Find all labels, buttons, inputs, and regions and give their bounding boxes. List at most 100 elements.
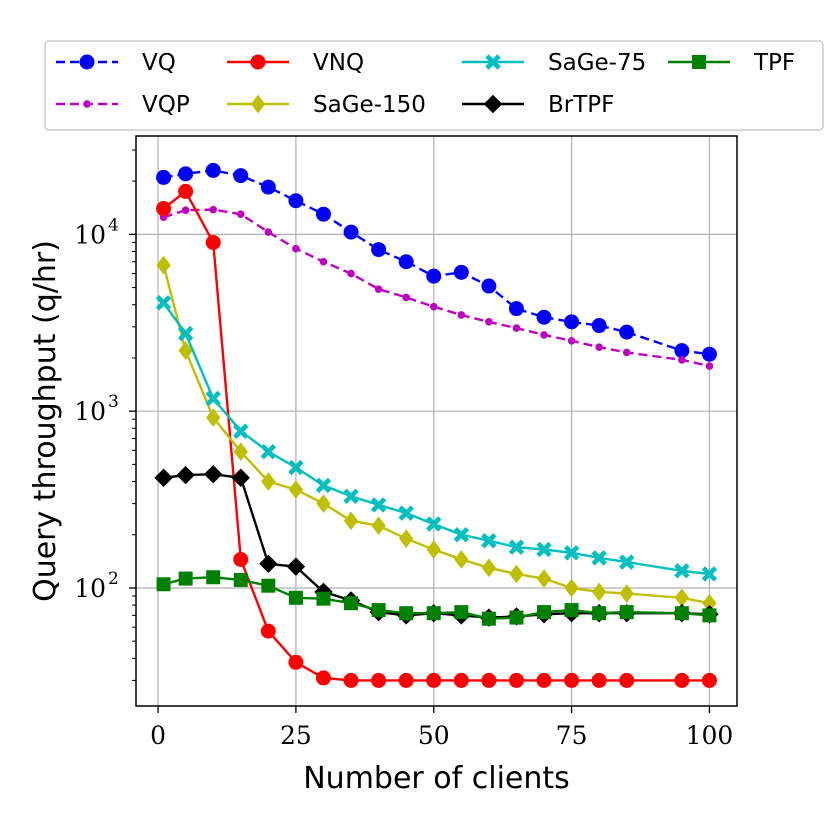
data-point [701, 346, 717, 362]
data-point [315, 670, 331, 686]
data-point [537, 605, 552, 620]
data-point [509, 610, 524, 625]
data-point [591, 550, 607, 566]
data-point [536, 309, 552, 325]
data-point [674, 563, 690, 579]
legend: VQ VNQ SaGe-75 TPF VQP SaGe-150 BrTPF [44, 40, 824, 131]
x-tick-label: 0 [150, 721, 166, 750]
data-point [316, 591, 331, 606]
data-point [374, 285, 383, 293]
data-point [508, 672, 524, 688]
data-point [176, 465, 195, 485]
data-point [203, 464, 223, 484]
legend-item: SaGe-75 [462, 50, 646, 76]
data-point [512, 324, 521, 332]
data-point [343, 488, 359, 505]
series-vqp [159, 205, 714, 370]
data-point [453, 672, 469, 688]
data-point [481, 533, 497, 549]
data-point [564, 672, 580, 688]
data-point [540, 331, 548, 339]
legend-label: SaGe-75 [548, 50, 646, 76]
data-point [260, 443, 277, 460]
legend-marker [83, 100, 91, 108]
data-point [457, 311, 466, 319]
data-point [619, 584, 634, 603]
data-point [701, 672, 717, 688]
data-point [205, 162, 221, 178]
data-point [563, 545, 580, 561]
x-axis-label: Number of clients [303, 761, 570, 796]
x-tick-label: 25 [280, 721, 312, 750]
data-point [591, 318, 607, 334]
data-point [426, 540, 441, 559]
data-point [591, 672, 607, 688]
data-point [209, 205, 217, 214]
data-point [619, 605, 634, 620]
data-point [454, 550, 469, 569]
data-point [426, 268, 442, 284]
data-point [536, 569, 552, 588]
data-point [205, 234, 221, 250]
data-point [236, 210, 245, 219]
data-point [371, 516, 386, 536]
legend-label: BrTPF [548, 92, 614, 118]
data-point [702, 608, 717, 623]
legend-item: TPF [668, 50, 795, 76]
data-point [156, 169, 172, 185]
legend-label: TPF [753, 50, 795, 76]
data-point [536, 672, 552, 688]
data-point [481, 558, 497, 578]
data-point [178, 183, 194, 199]
data-point [260, 623, 276, 639]
legend-item: SaGe-150 [227, 92, 426, 118]
data-point [343, 511, 359, 531]
data-point [233, 572, 248, 587]
data-point [426, 606, 441, 621]
legend-item: VQP [56, 92, 190, 118]
legend-marker [79, 54, 95, 70]
series-layer [154, 162, 719, 688]
data-point [701, 566, 718, 582]
data-point [481, 278, 497, 294]
y-tick-exponent: 3 [108, 392, 119, 412]
data-point [398, 672, 414, 688]
data-point [288, 459, 304, 476]
data-point [371, 603, 386, 618]
data-point [206, 408, 221, 427]
series-vnq [156, 183, 717, 688]
data-point [178, 341, 193, 360]
data-point [261, 578, 276, 593]
data-point [261, 472, 276, 491]
data-point [155, 295, 172, 311]
data-point [399, 606, 414, 621]
data-point [398, 505, 414, 521]
data-point [233, 423, 249, 439]
series-tpf [156, 570, 717, 626]
data-point [156, 577, 171, 592]
legend-label: VQ [142, 50, 176, 76]
y-tick-base: 10 [74, 574, 106, 603]
data-point [156, 201, 172, 217]
x-tick-label: 50 [418, 721, 450, 750]
data-point [292, 244, 300, 253]
data-point [481, 611, 496, 626]
data-point [674, 343, 690, 359]
data-point [288, 590, 303, 605]
data-point [371, 242, 387, 258]
grid-lines [136, 136, 737, 706]
data-point [315, 206, 331, 222]
x-tick-label: 75 [556, 721, 588, 750]
data-point [619, 554, 635, 570]
data-point [347, 269, 355, 278]
data-point [231, 468, 250, 487]
legend-label: VNQ [313, 50, 364, 76]
y-tick-label: 10 [74, 397, 106, 426]
series-sage-75 [155, 295, 718, 582]
y-axis-label: Query throughput (q/hr) [28, 240, 63, 602]
data-point [426, 516, 442, 532]
legend-label: SaGe-150 [313, 92, 426, 118]
data-point [286, 557, 306, 576]
series-vq [156, 162, 717, 362]
legend-marker [250, 54, 266, 70]
